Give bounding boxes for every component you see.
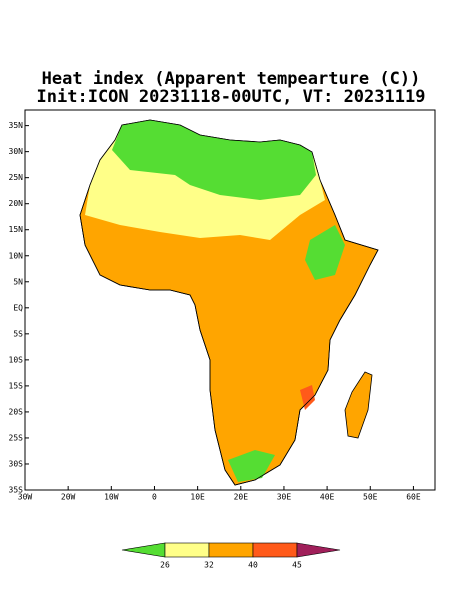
madagascar (344, 371, 373, 439)
x-tick-label: 60E (406, 493, 421, 502)
y-tick-label: 15N (9, 225, 24, 234)
colorbar-segment (164, 542, 210, 558)
y-tick-label: 10S (9, 355, 24, 364)
colorbar-label: 32 (204, 561, 214, 570)
colorbar-high (296, 542, 341, 558)
colorbar-segment (252, 542, 298, 558)
y-tick-label: 20N (9, 199, 24, 208)
x-tick-label: 30E (277, 493, 292, 502)
x-tick-label: 40E (320, 493, 335, 502)
land-green-south (228, 450, 275, 482)
africa (79, 119, 379, 486)
y-tick-label: EQ (13, 303, 23, 312)
x-tick-label: 20E (234, 493, 249, 502)
y-tick-label: 25S (9, 433, 24, 442)
y-tick-label: 5S (13, 329, 23, 338)
colorbar-low (121, 542, 166, 558)
y-tick-label: 15S (9, 381, 24, 390)
map-subtitle: Init:ICON 20231118-00UTC, VT: 20231119 (37, 87, 426, 107)
land-green-east (305, 225, 345, 280)
colorbar-segment (208, 542, 254, 558)
y-tick-label: 30S (9, 459, 24, 468)
x-tick-label: 0 (152, 493, 157, 502)
africa-outline (79, 119, 379, 486)
x-tick-label: 10W (104, 493, 119, 502)
y-tick-label: 20S (9, 407, 24, 416)
y-tick-label: 25N (9, 173, 24, 182)
map-frame (24, 109, 436, 491)
land-green (112, 120, 316, 200)
y-tick-label: 5N (13, 277, 23, 286)
x-tick-label: 50E (363, 493, 378, 502)
y-tick-label: 10N (9, 251, 24, 260)
land-red (300, 385, 315, 410)
colorbar-label: 40 (248, 561, 258, 570)
colorbar-label: 26 (160, 561, 170, 570)
y-tick-label: 35N (9, 121, 24, 130)
y-tick-label: 30N (9, 147, 24, 156)
map-title: Heat index (Apparent tempearture (C)) (42, 69, 421, 89)
y-tick-label: 35S (9, 486, 24, 495)
x-tick-label: 10E (190, 493, 205, 502)
x-tick-label: 20W (61, 493, 76, 502)
colorbar-label: 45 (292, 561, 302, 570)
x-tick-label: 30W (18, 493, 33, 502)
